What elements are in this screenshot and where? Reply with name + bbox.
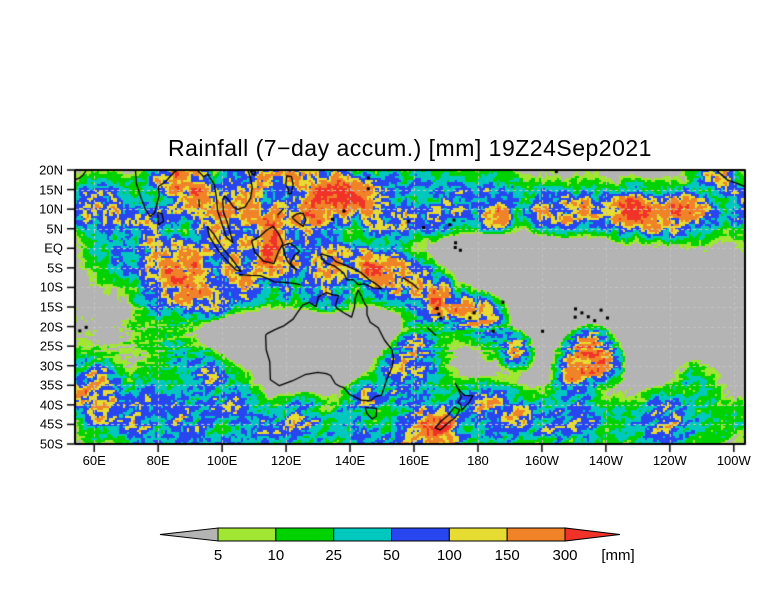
colorbar-segment [217,527,277,542]
y-axis-tick-label: 20S [39,319,63,335]
y-axis-tick-label: 20N [39,162,63,178]
colorbar-tick-label: 150 [495,547,520,564]
y-axis-tick-label: 15S [39,299,63,315]
colorbar-tick-label: 5 [214,547,222,564]
y-axis-tick-label: 15N [39,182,63,198]
colorbar-tick-label: 100 [437,547,462,564]
colorbar-tick-label: 300 [552,547,577,564]
colorbar-above-arrow [564,527,621,542]
y-axis-tick-label: 50S [39,436,63,452]
x-axis-tick-label: 120W [652,453,687,468]
y-axis-tick-label: 10N [39,201,63,217]
y-axis-tick-label: 40S [39,397,63,413]
y-axis-tick-label: 30S [39,358,63,374]
x-axis-tick-label: 80E [146,453,170,468]
x-axis-tick-label: 100E [206,453,238,468]
colorbar-segment [275,527,335,542]
colorbar-tick-label: 25 [325,547,342,564]
y-axis-tick-label: 45S [39,416,63,432]
y-axis-tick-label: 5S [47,260,63,276]
colorbar-segment [333,527,393,542]
x-axis-tick-label: 120E [270,453,302,468]
x-axis-tick-label: 140E [334,453,366,468]
chart-title: Rainfall (7−day accum.) [mm] 19Z24Sep202… [168,135,652,161]
colorbar-segment [506,527,566,542]
x-axis-tick-label: 60E [82,453,106,468]
colorbar-segment [448,527,508,542]
colorbar-tick-label: 10 [267,547,284,564]
x-axis-tick-label: 100W [716,453,751,468]
y-axis-tick-label: 25S [39,338,63,354]
colorbar-unit-label: [mm] [601,547,634,564]
x-axis-tick-label: 160W [524,453,559,468]
y-axis-tick-label: 35S [39,377,63,393]
colorbar-segment [391,527,450,542]
x-axis-tick-label: 140W [588,453,623,468]
colorbar-below-arrow [159,527,219,542]
y-axis-tick-label: 5N [46,221,63,237]
x-axis-tick-label: 160E [398,453,430,468]
x-axis-tick-label: 180 [467,453,489,468]
y-axis-tick-label: EQ [44,240,63,256]
colorbar-tick-label: 50 [383,547,400,564]
y-axis-tick-label: 10S [39,279,63,295]
colorbar: 5 10 25 50 100 150 300 [mm] [159,527,635,564]
